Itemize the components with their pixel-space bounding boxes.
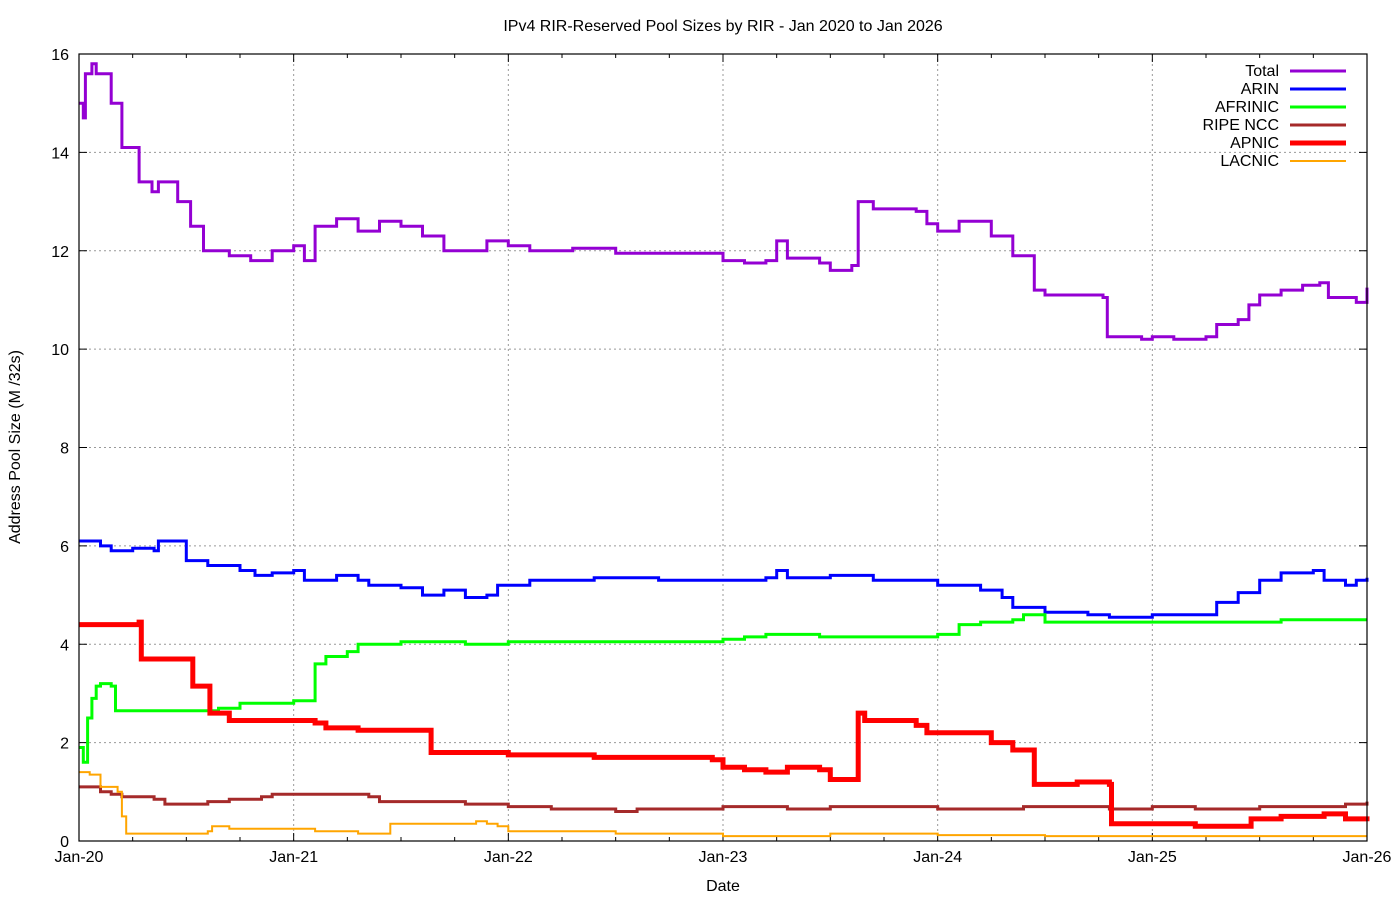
y-tick-label: 16 <box>51 47 69 64</box>
series-line-total <box>79 62 1369 341</box>
x-tick-label: Jan-23 <box>699 849 748 866</box>
legend-label: ARIN <box>1241 81 1279 98</box>
x-axis-label: Date <box>706 878 740 895</box>
legend-label: Total <box>1245 63 1279 80</box>
axis-ticks: 0 2 4 6 8 10 12 14 16 Jan-20 Jan-21 Jan-22 Jan-23 Jan… <box>51 47 1391 866</box>
series-line-ripe-ncc <box>79 785 1369 813</box>
series-line-lacnic <box>79 771 1367 838</box>
y-tick-label: 8 <box>60 441 69 458</box>
x-tick-label: Jan-21 <box>269 849 318 866</box>
y-tick-label: 10 <box>51 342 69 359</box>
series-line-apnic <box>79 619 1370 829</box>
x-tick-label: Jan-24 <box>913 849 962 866</box>
chart-title: IPv4 RIR-Reserved Pool Sizes by RIR - Ja… <box>503 18 942 35</box>
y-tick-label: 2 <box>60 736 69 753</box>
y-tick-label: 6 <box>60 539 69 556</box>
x-tick-label: Jan-22 <box>484 849 533 866</box>
legend-label: RIPE NCC <box>1203 117 1279 134</box>
y-tick-label: 4 <box>60 637 69 654</box>
series-line-afrinic <box>79 613 1367 764</box>
legend-label: AFRINIC <box>1215 99 1279 116</box>
y-tick-label: 14 <box>51 145 69 162</box>
y-tick-label: 0 <box>60 834 69 851</box>
series-line-arin <box>79 539 1369 619</box>
grid <box>79 54 1367 841</box>
legend-label: APNIC <box>1230 135 1279 152</box>
legend-label: LACNIC <box>1220 153 1279 170</box>
x-tick-label: Jan-26 <box>1343 849 1392 866</box>
series-lines <box>79 62 1370 838</box>
plot-frame <box>78 53 1368 842</box>
y-axis-label: Address Pool Size (M /32s) <box>7 350 24 544</box>
x-tick-label: Jan-25 <box>1128 849 1177 866</box>
x-tick-label: Jan-20 <box>55 849 104 866</box>
y-tick-label: 12 <box>51 244 69 261</box>
